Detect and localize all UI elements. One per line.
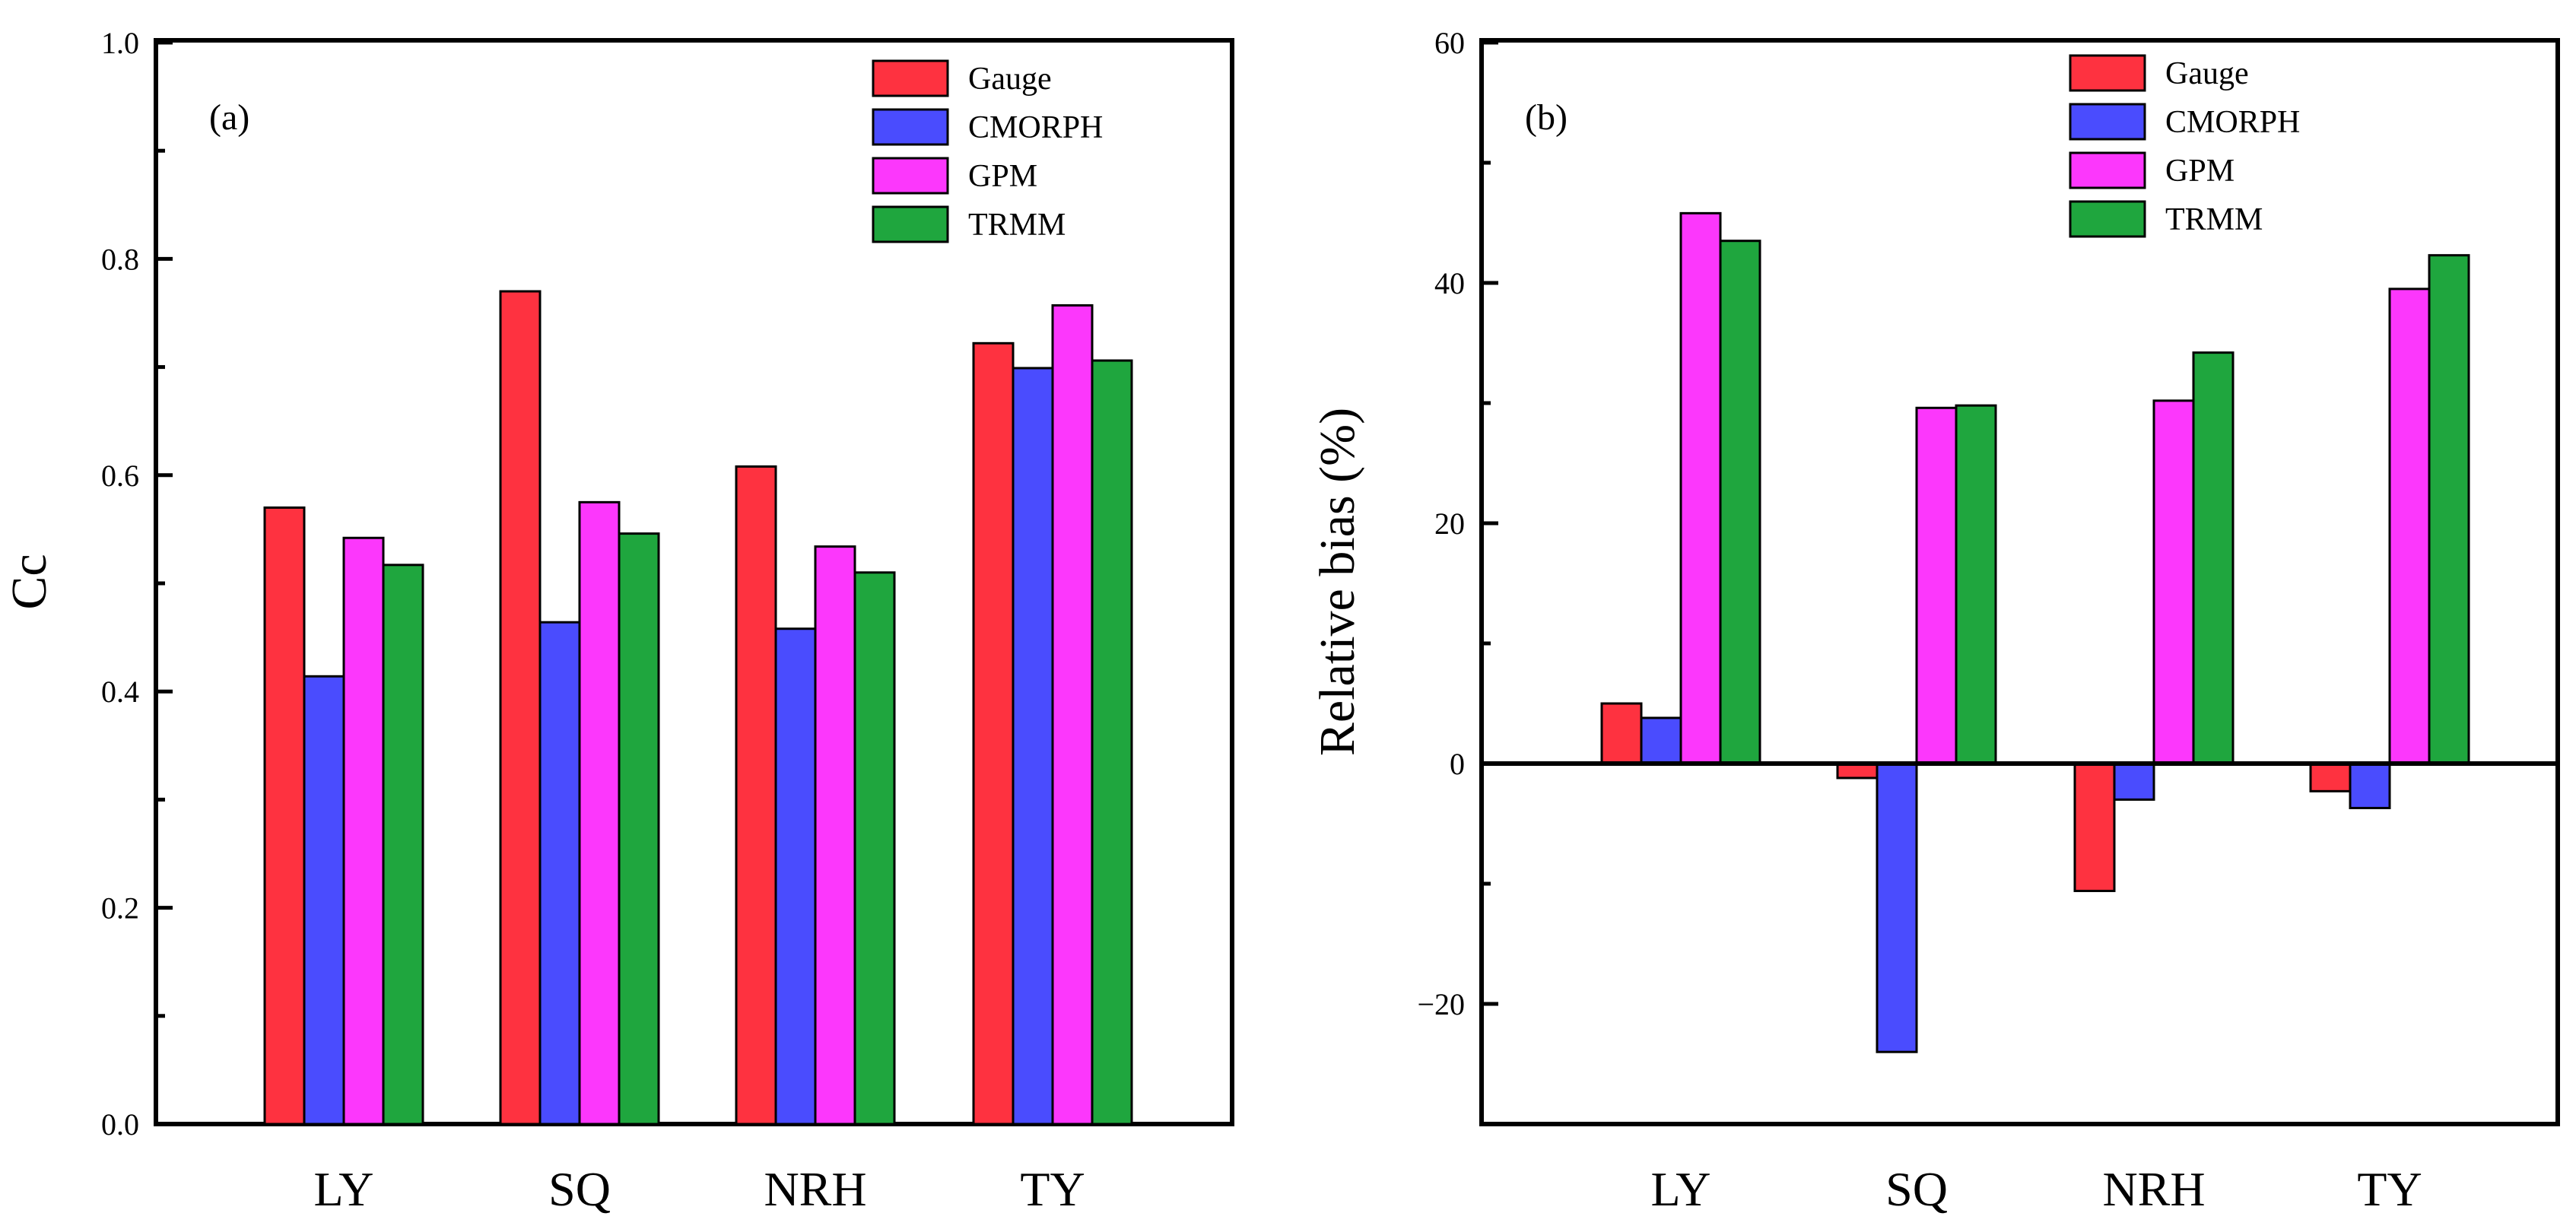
legend-label-gauge: Gauge [968,62,1052,97]
b-bar-sq-gpm [1915,406,1958,765]
legend-label-gauge: Gauge [2165,56,2249,91]
b-bar-sq-trmm [1955,404,1997,765]
b-y-tick-label: −20 [1417,987,1465,1021]
b-bar-nrh-gpm [2152,399,2195,765]
a-bar-nrh-trmm [853,571,896,1126]
b-bar-ty-gpm [2388,287,2431,765]
legend-label-gpm: GPM [2165,154,2235,189]
b-category-label: LY [1651,1162,1711,1216]
a-bar-ly-cmorph [303,675,345,1126]
legend-swatch-trmm [2069,200,2146,238]
a-bar-ly-gauge [263,506,306,1126]
a-bar-sq-gpm [578,500,621,1126]
b-bar-nrh-gauge [2073,762,2116,892]
b-bar-ty-gauge [2309,762,2352,792]
panel-a-category-labels: LY SQ NRH TY [314,1162,1085,1216]
a-bar-ly-gpm [342,536,385,1126]
b-bar-ty-trmm [2428,254,2470,765]
b-bar-sq-cmorph [1876,762,1918,1053]
legend-swatch-gauge [2069,54,2146,92]
a-y-tick-label: 1.0 [101,26,139,60]
b-y-tick-label: 20 [1434,507,1465,541]
panel-b-label: (b) [1525,97,1568,138]
panel-a-label: (a) [209,97,249,138]
panel-a-bars [263,290,1133,1126]
b-category-label: NRH [2102,1162,2205,1216]
b-category-label: SQ [1885,1162,1948,1216]
legend-swatch-trmm [872,205,949,243]
panel-b-y-axis-title: Relative bias (%) [1310,408,1365,756]
legend-label-gpm: GPM [968,159,1037,194]
panel-a-chart: 0.0 0.2 0.4 0.6 0.8 1.0 LY SQ NRH TY (a) Cc Gaug… [2,26,1234,1216]
legend-swatch-gpm [872,157,949,195]
legend-swatch-gauge [872,59,949,97]
b-bar-ly-gauge [1600,702,1643,765]
a-bar-nrh-gpm [814,545,856,1126]
a-bar-nrh-gauge [735,465,777,1126]
panel-b-legend: Gauge CMORPH GPM TRMM [2069,54,2300,238]
legend-label-trmm: TRMM [968,208,1066,243]
panel-b-bars [1600,211,2470,1053]
a-bar-sq-trmm [618,532,660,1126]
b-bar-ly-gpm [1679,211,1722,765]
a-bar-ly-trmm [382,564,424,1126]
b-bar-ly-cmorph [1640,716,1682,765]
b-category-label: TY [2357,1162,2422,1216]
legend-swatch-gpm [2069,151,2146,189]
panel-a-legend: Gauge CMORPH GPM TRMM [872,59,1103,243]
a-bar-nrh-cmorph [774,627,817,1126]
legend-label-trmm: TRMM [2165,202,2263,237]
a-category-label: LY [314,1162,374,1216]
legend-label-cmorph: CMORPH [968,110,1103,145]
a-bar-sq-gauge [499,290,542,1126]
a-bar-ty-gauge [972,341,1015,1126]
a-y-tick-label: 0.8 [101,242,139,276]
a-y-tick-label: 0.4 [101,675,139,709]
panel-a-ticks: 0.0 0.2 0.4 0.6 0.8 1.0 [101,26,173,1142]
a-bar-ty-trmm [1091,359,1133,1126]
b-bar-nrh-trmm [2192,351,2235,765]
b-y-tick-label: 40 [1434,266,1465,300]
b-bar-nrh-cmorph [2113,762,2155,801]
legend-label-cmorph: CMORPH [2165,105,2300,140]
panel-b-category-labels: LY SQ NRH TY [1651,1162,2422,1216]
a-category-label: SQ [548,1162,611,1216]
b-y-tick-label: 0 [1450,747,1465,781]
b-bar-ty-cmorph [2349,762,2391,809]
legend-swatch-cmorph [872,108,949,146]
a-y-tick-label: 0.2 [101,891,139,926]
panel-a-y-axis-title: Cc [2,554,57,609]
panel-b-ticks: −20 0 20 40 60 [1417,26,1498,1126]
a-bar-sq-cmorph [538,621,581,1126]
panel-b-chart: −20 0 20 40 60 LY SQ NRH TY (b) Relative bias (… [1310,26,2560,1216]
b-bar-ly-trmm [1719,240,1761,765]
legend-swatch-cmorph [2069,103,2146,141]
a-category-label: NRH [764,1162,866,1216]
panel-b-plot-frame [1479,38,2560,1126]
a-bar-ty-cmorph [1012,367,1054,1126]
a-y-tick-label: 0.0 [101,1107,139,1142]
a-y-tick-label: 0.6 [101,459,139,493]
a-bar-ty-gpm [1051,304,1094,1126]
b-y-tick-label: 60 [1434,26,1465,60]
a-category-label: TY [1020,1162,1085,1216]
